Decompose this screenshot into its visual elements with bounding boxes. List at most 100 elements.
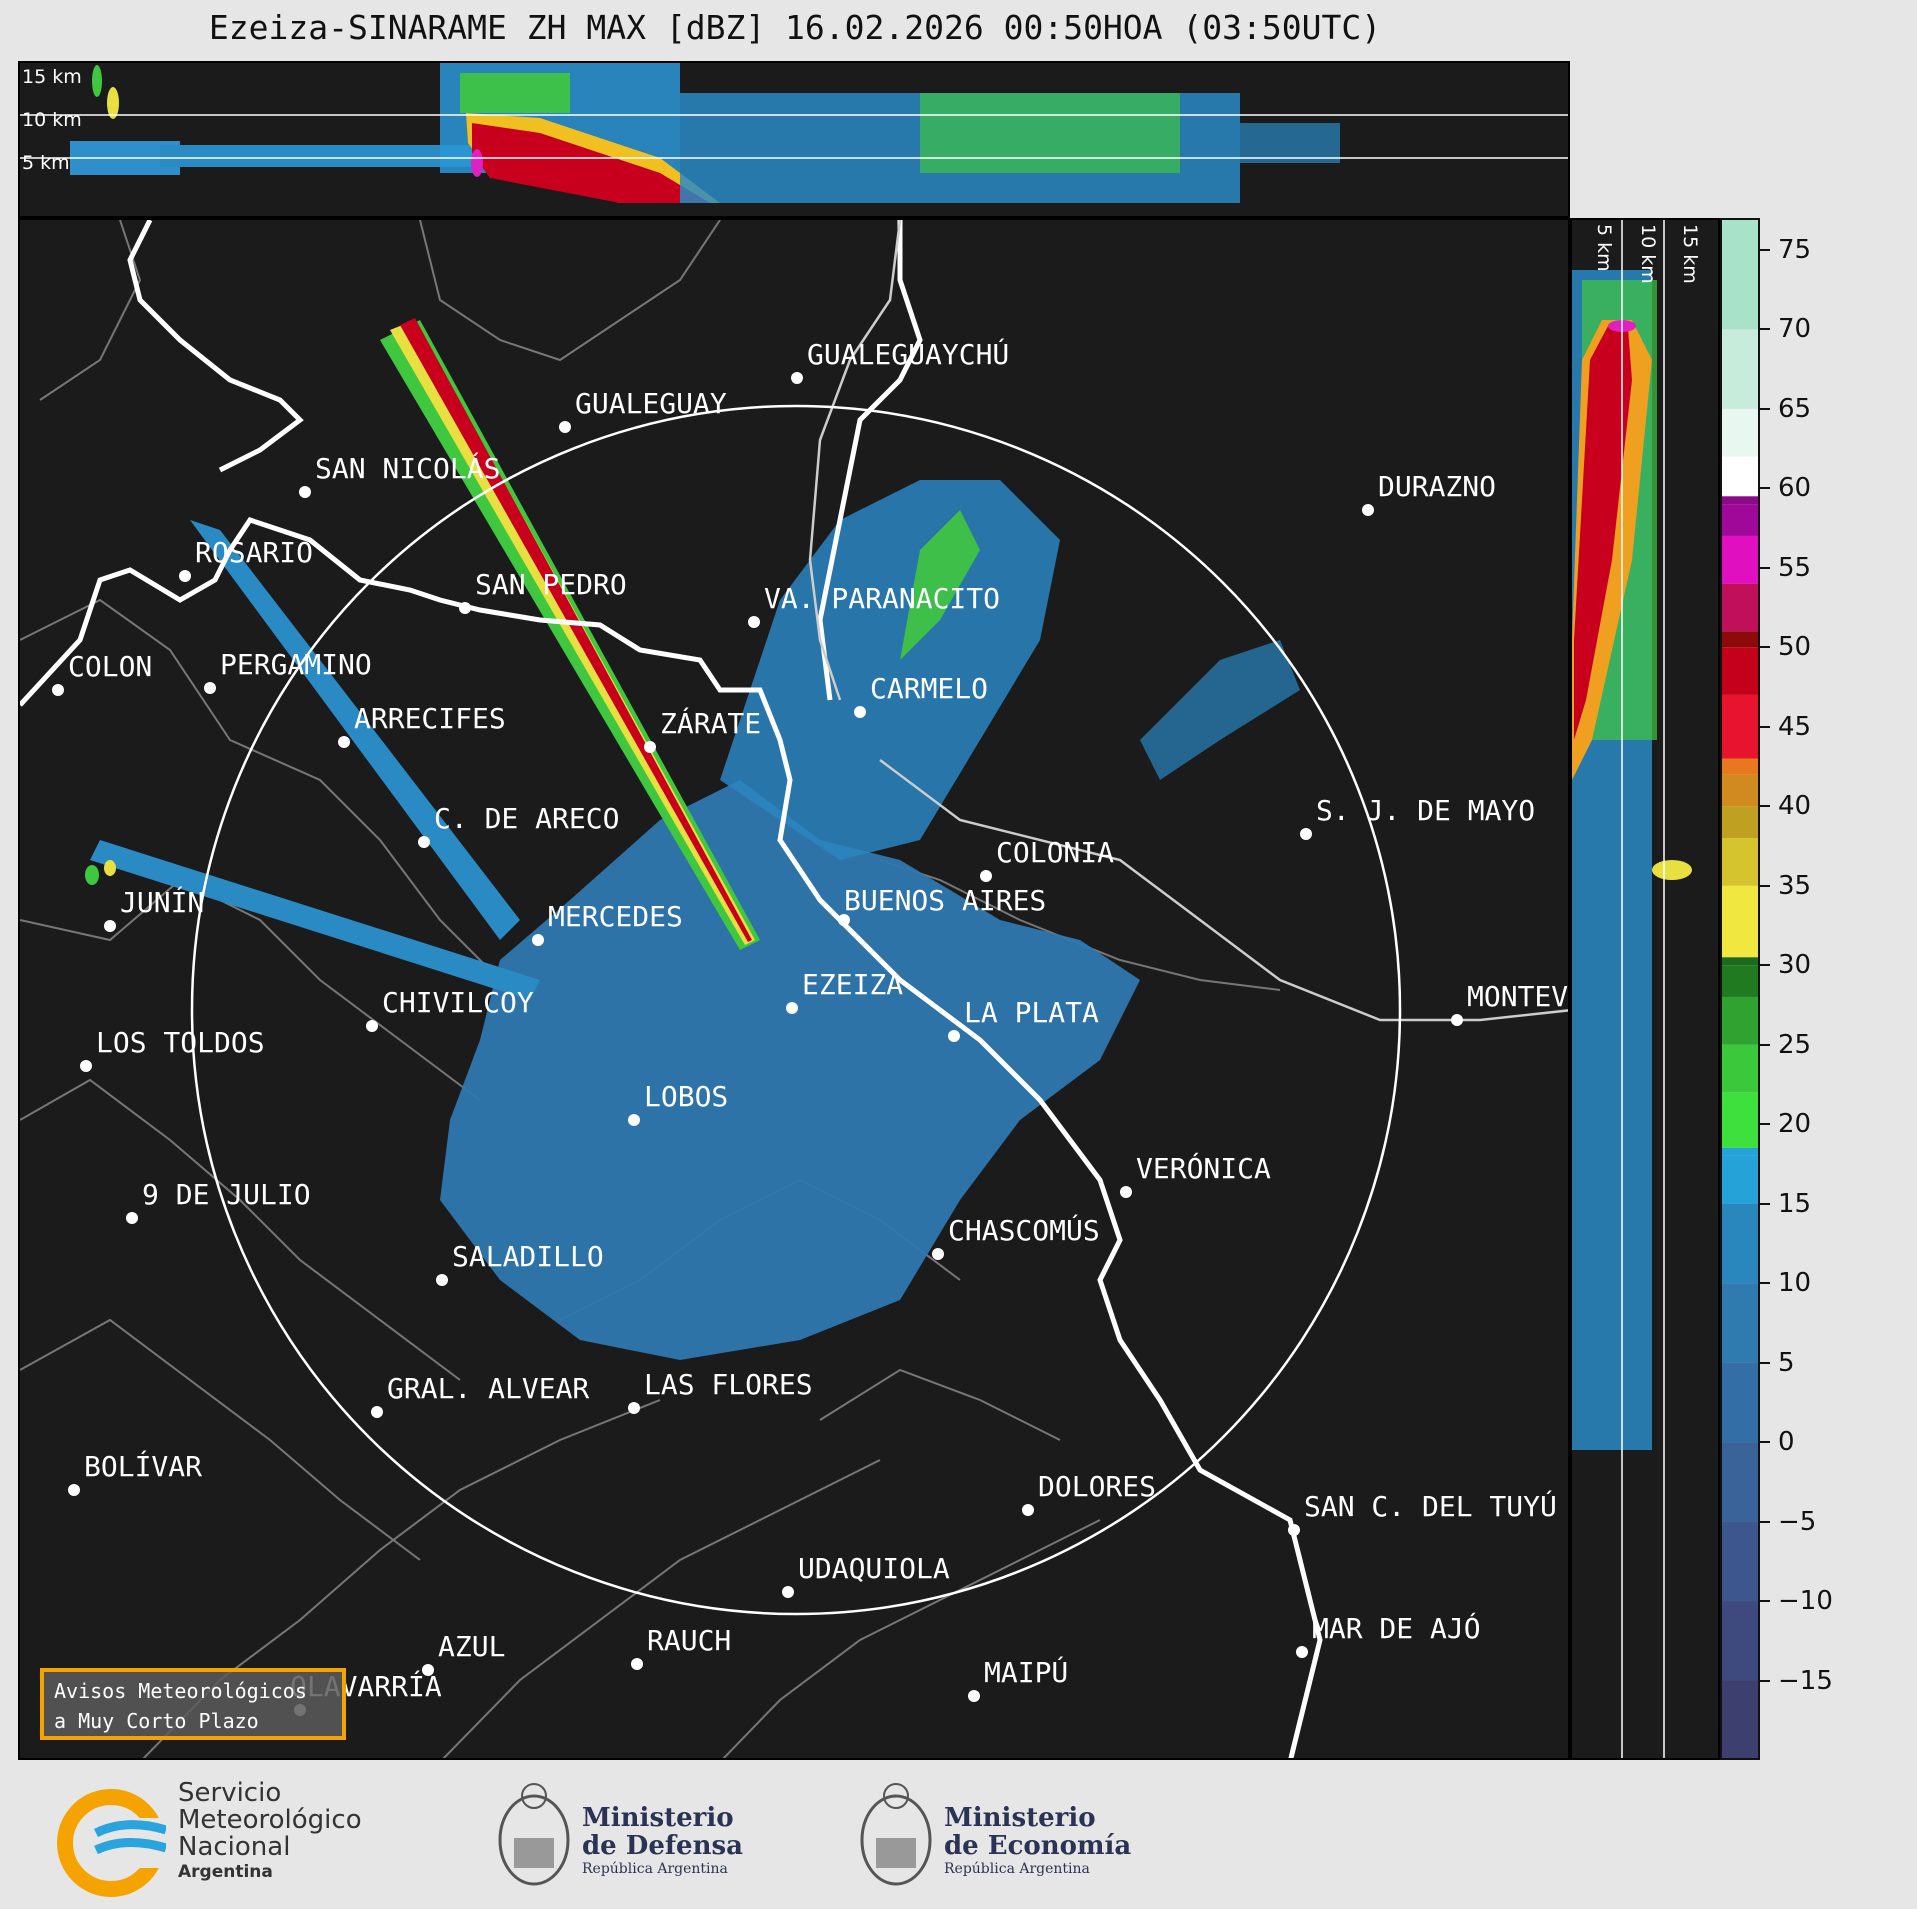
colorbar-tick-mark: [1760, 1282, 1770, 1285]
colorbar-band: [1720, 218, 1760, 330]
colorbar-tick-label: 65: [1778, 393, 1812, 424]
colorbar-tick-mark: [1760, 646, 1770, 649]
city-marker: EZEIZA: [786, 968, 903, 1014]
echo-segment: [1652, 860, 1692, 880]
colorbar-band: [1720, 758, 1760, 775]
colorbar-band: [1720, 1092, 1760, 1148]
colorbar-tick-mark: [1760, 1520, 1770, 1523]
smn-line-3: Nacional: [178, 1832, 291, 1862]
colorbar-band: [1720, 631, 1760, 648]
city-marker: SAN PEDRO: [459, 568, 627, 614]
city-marker: S. J. DE MAYO: [1300, 794, 1535, 840]
city-dot: [968, 1690, 980, 1702]
city-dot: [299, 486, 311, 498]
city-label: COLONIA: [996, 836, 1114, 869]
echo-segment: [920, 93, 1180, 173]
city-label: BOLÍVAR: [84, 1449, 202, 1483]
smn-logo-icon: [57, 1789, 166, 1897]
echo-core: [1574, 326, 1632, 740]
avisos-notice[interactable]: Avisos Meteorológicos a Muy Corto Plazo: [40, 1668, 346, 1740]
colorbar-band: [1720, 1203, 1760, 1284]
colorbar-band: [1720, 329, 1760, 409]
city-label: CARMELO: [870, 672, 988, 705]
city-marker: PERGAMINO: [204, 648, 372, 694]
echo-segment: [1240, 123, 1340, 163]
city-dot: [418, 836, 430, 848]
city-label: PERGAMINO: [220, 648, 372, 681]
colorbar-band: [1720, 694, 1760, 759]
colorbar-band: [1720, 965, 1760, 997]
city-markers: ROSARIO GUALEGUAYCHÚ GUALEGUAY SAN NICOLÁS D…: [52, 337, 1568, 1716]
city-label: CHIVILCOY: [382, 986, 534, 1019]
colorbar-tick-label: 55: [1778, 552, 1812, 583]
colorbar-band: [1720, 1601, 1760, 1681]
echo-segment: [460, 73, 570, 113]
colorbar-band: [1720, 1521, 1760, 1602]
colorbar-tick-mark: [1760, 1123, 1770, 1126]
height-label-10km: 10 km: [22, 109, 82, 131]
city-marker: COLONIA: [980, 836, 1114, 882]
city-dot: [436, 1274, 448, 1286]
city-dot: [782, 1586, 794, 1598]
city-label: MAIPÚ: [984, 1655, 1068, 1689]
colorbar-tick-mark: [1760, 487, 1770, 490]
defensa-logo-text: Ministerio de Defensa República Argentin…: [582, 1804, 743, 1878]
colorbar-tick-mark: [1760, 964, 1770, 967]
radar-map: ROSARIO GUALEGUAYCHÚ GUALEGUAY SAN NICOLÁS D…: [18, 218, 1570, 1760]
city-marker: BUENOS AIRES: [838, 884, 1046, 926]
city-label: AZUL: [438, 1630, 505, 1663]
colorbar-gradient: [1720, 218, 1760, 1760]
defensa-line-1: Ministerio: [582, 1803, 734, 1833]
colorbar-tick-mark: [1760, 884, 1770, 887]
city-dot: [838, 914, 850, 926]
colorbar-band: [1720, 496, 1760, 505]
colorbar-band: [1720, 837, 1760, 886]
city-marker: GUALEGUAY: [559, 387, 727, 433]
smn-logo-text: Servicio Meteorológico Nacional Argentin…: [178, 1780, 362, 1883]
river-border: [808, 220, 1568, 1022]
city-label: GUALEGUAYCHÚ: [807, 337, 1009, 371]
city-dot: [204, 682, 216, 694]
city-label: ZÁRATE: [660, 706, 761, 740]
city-dot: [532, 934, 544, 946]
city-label: BUENOS AIRES: [844, 884, 1046, 917]
city-dot: [52, 684, 64, 696]
colorbar-tick-label: 45: [1778, 711, 1812, 742]
city-marker: VERÓNICA: [1120, 1151, 1271, 1198]
colorbar-tick-label: 40: [1778, 791, 1812, 822]
city-marker: SAN C. DEL TUYÚ: [1288, 1489, 1557, 1536]
city-label: SALADILLO: [452, 1240, 604, 1273]
colorbar-band: [1720, 456, 1760, 497]
city-label: DURAZNO: [1378, 470, 1496, 503]
city-dot: [126, 1212, 138, 1224]
city-label: COLON: [68, 650, 152, 683]
colorbar-tick-mark: [1760, 1441, 1770, 1444]
city-dot: [366, 1020, 378, 1032]
city-marker: CARMELO: [854, 672, 988, 718]
city-marker: LAS FLORES: [628, 1368, 813, 1414]
colorbar-tick-mark: [1760, 407, 1770, 410]
economia-crest-icon: [860, 1783, 932, 1886]
colorbar-tick-label: 10: [1778, 1268, 1812, 1299]
echo-core: [471, 149, 483, 177]
coastline: [20, 220, 1323, 1758]
city-label: UDAQUIOLA: [798, 1552, 950, 1585]
city-marker: GUALEGUAYCHÚ: [791, 337, 1009, 384]
colorbar-border: [1720, 218, 1760, 1760]
defensa-line-3: República Argentina: [582, 1861, 728, 1877]
city-marker: SAN NICOLÁS: [299, 451, 500, 498]
height-label-15km: 15 km: [22, 66, 82, 88]
city-label: MERCEDES: [548, 900, 683, 933]
city-label: ARRECIFES: [354, 702, 506, 735]
colorbar-tick-label: 35: [1778, 870, 1812, 901]
colorbar-tick-label: 60: [1778, 473, 1812, 504]
city-dot: [559, 421, 571, 433]
city-marker: COLON: [52, 650, 152, 696]
colorbar-tick-mark: [1760, 1043, 1770, 1046]
city-dot: [980, 870, 992, 882]
colorbar-tick-label: 5: [1778, 1347, 1795, 1378]
city-dot: [748, 616, 760, 628]
city-dot: [1022, 1504, 1034, 1516]
colorbar: [1720, 218, 1760, 1760]
city-marker: 9 DE JULIO: [126, 1178, 311, 1224]
